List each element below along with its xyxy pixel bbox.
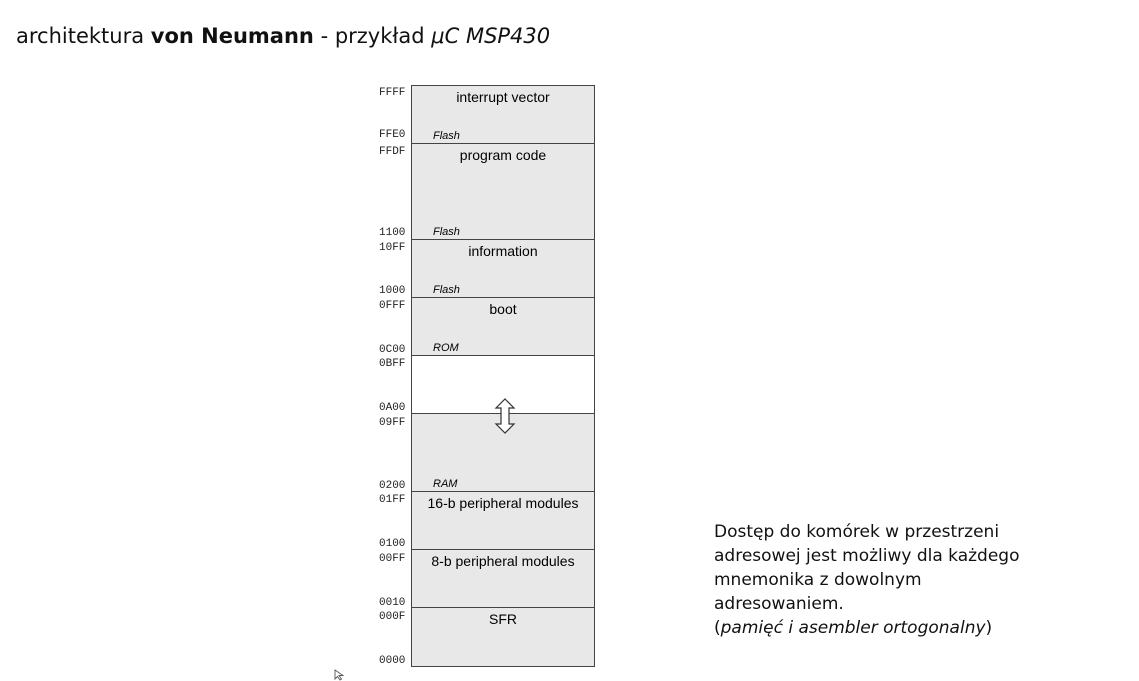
- region-type: Flash: [433, 226, 460, 238]
- memory-map: interrupt vector Flash program code Flas…: [411, 85, 595, 668]
- address-label-bottom: FFE0: [379, 129, 406, 141]
- region-label: SFR: [489, 611, 517, 627]
- address-label-bottom: 1100: [379, 227, 406, 239]
- address-label-bottom: 0200: [379, 480, 406, 492]
- memory-region-boot: boot ROM: [411, 297, 595, 357]
- address-label-bottom: 0010: [379, 597, 406, 609]
- memory-region-program-code: program code Flash: [411, 143, 595, 241]
- address-label-bottom: 0A00: [379, 402, 406, 414]
- description-line: adresowaniem.: [714, 594, 844, 614]
- region-type: RAM: [433, 478, 458, 490]
- description-italic: pamięć i asembler ortogonalny: [720, 618, 986, 638]
- address-label-top: 00FF: [379, 553, 406, 565]
- address-label-top: 0FFF: [379, 300, 406, 312]
- address-label-top: 01FF: [379, 494, 406, 506]
- address-label-top: 10FF: [379, 242, 406, 254]
- paren-close: ): [985, 618, 993, 638]
- region-label: 8-b peripheral modules: [431, 553, 575, 569]
- description-text: Dostęp do komórek w przestrzeni adresowe…: [714, 520, 1034, 640]
- page-title: architektura von Neumann - przykład μC M…: [16, 24, 550, 48]
- mouse-pointer-icon: [334, 669, 345, 681]
- region-label: boot: [489, 301, 517, 317]
- region-type: Flash: [433, 130, 460, 142]
- address-label-top: FFFF: [379, 87, 406, 99]
- description-line: mnemonika z dowolnym: [714, 570, 922, 590]
- description-line: (pamięć i asembler ortogonalny): [714, 616, 1034, 640]
- memory-region-information: information Flash: [411, 239, 595, 299]
- address-label-bottom: 1000: [379, 285, 406, 297]
- address-label-top: 0BFF: [379, 358, 406, 370]
- title-part-3: - przykład: [313, 24, 432, 48]
- memory-region-16b-peripheral: 16-b peripheral modules: [411, 491, 595, 551]
- address-label-bottom: 0000: [379, 655, 406, 667]
- paren-open: (: [714, 618, 721, 638]
- region-label: information: [468, 243, 538, 259]
- title-part-1: architektura: [16, 24, 151, 48]
- description-line: Dostęp do komórek w przestrzeni: [714, 522, 1000, 542]
- memory-region-8b-peripheral: 8-b peripheral modules: [411, 549, 595, 609]
- address-label-top: 000F: [379, 611, 406, 623]
- address-label-top: FFDF: [379, 146, 406, 158]
- double-vertical-arrow-icon: [494, 398, 516, 434]
- memory-region-sfr: SFR: [411, 607, 595, 667]
- memory-region-interrupt-vector: interrupt vector Flash: [411, 85, 595, 145]
- region-label: program code: [459, 147, 547, 163]
- address-label-bottom: 0C00: [379, 344, 406, 356]
- region-type: ROM: [433, 342, 459, 354]
- title-part-4: μC MSP430: [431, 24, 551, 48]
- title-part-2: von Neumann: [150, 24, 314, 48]
- description-line: adresowej jest możliwy dla każdego: [714, 546, 1020, 566]
- region-label: interrupt vector: [456, 89, 550, 105]
- address-label-top: 09FF: [379, 417, 406, 429]
- region-label: 16-b peripheral modules: [427, 495, 579, 511]
- region-type: Flash: [433, 284, 460, 296]
- address-label-bottom: 0100: [379, 538, 406, 550]
